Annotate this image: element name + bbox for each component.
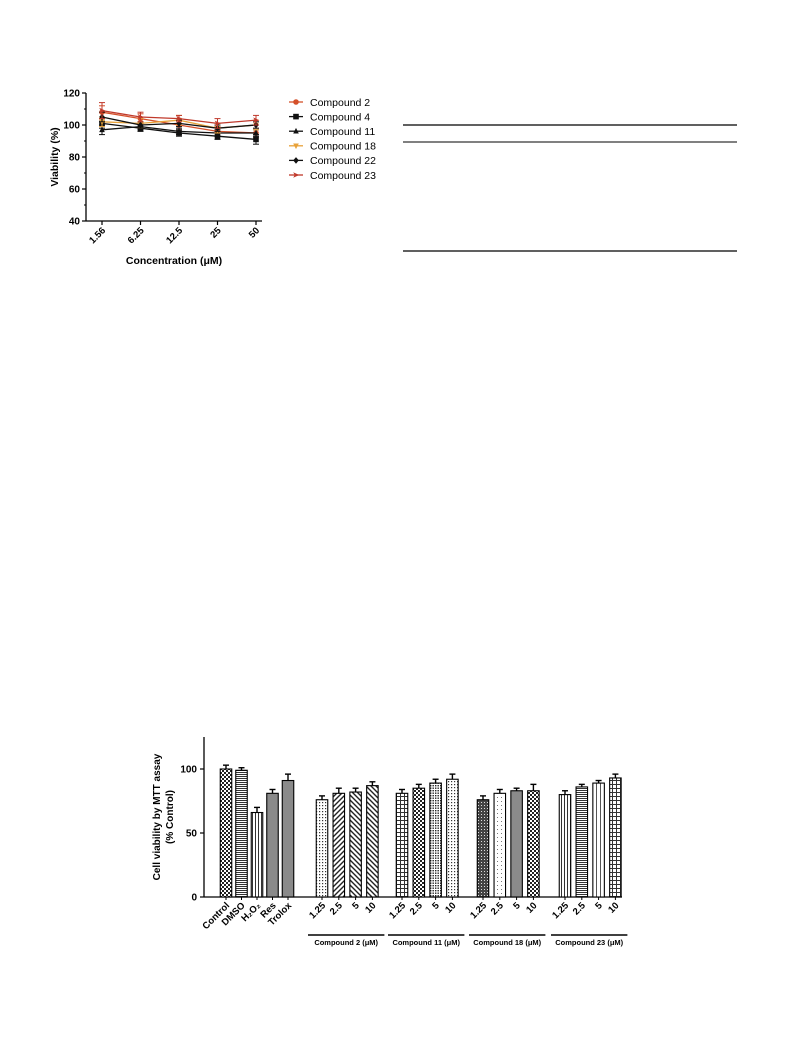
legend-label: Compound 11 [310, 126, 375, 138]
bar [510, 790, 523, 898]
marker-square [253, 136, 259, 143]
bar [592, 782, 605, 898]
marker-triangle-up [253, 129, 259, 136]
legend-entry: Compound 23 [289, 170, 376, 182]
x-tick-label: Res [259, 900, 279, 920]
group-label: Compound 18 (μM) [473, 938, 541, 947]
y-tick-label: 120 [63, 89, 80, 100]
marker-arrow [137, 114, 144, 120]
x-tick-label: 1.25 [307, 900, 328, 921]
marker-circle [293, 99, 299, 105]
marker-arrow [176, 115, 183, 122]
bar [266, 792, 279, 898]
y-axis-label: Viability (%) [49, 127, 61, 186]
x-tick-label: Control [200, 900, 232, 932]
bar [219, 768, 233, 898]
bar [235, 769, 248, 898]
marker-triangle-down [293, 143, 299, 150]
bar [527, 790, 540, 898]
x-tick-label: 10 [524, 900, 539, 915]
y-tick-label: 80 [69, 153, 81, 164]
x-tick-label: 5 [430, 900, 442, 912]
marker-triangle-up [176, 128, 182, 134]
x-tick-label: H₂O₂ [239, 900, 263, 924]
bar [575, 786, 589, 898]
x-tick-label: 2.5 [571, 900, 589, 918]
marker-diamond [137, 121, 144, 129]
x-tick-label: 2.5 [408, 900, 426, 918]
legend-entry: Compound 4 [289, 111, 370, 123]
legend-label: Compound 4 [310, 111, 370, 123]
y-axis-label: Cell viability by MTT assay [152, 753, 163, 880]
table-rules [403, 124, 737, 252]
marker-arrow [99, 107, 106, 114]
x-tick-label: 10 [363, 900, 378, 915]
x-tick-label: 10 [606, 900, 621, 915]
legend-label: Compound 2 [310, 97, 370, 109]
x-tick-label: 5 [593, 900, 605, 912]
bar [609, 777, 622, 898]
series-compound-23 [99, 102, 260, 129]
bar [412, 787, 426, 898]
bar [250, 811, 264, 898]
legend-entry: Compound 2 [289, 97, 370, 109]
marker-arrow [253, 117, 260, 123]
legend-entry: Compound 22 [289, 155, 376, 167]
marker-arrow [293, 172, 300, 178]
x-tick-label: 1.25 [550, 900, 571, 921]
x-axis-label: Concentration (μM) [126, 255, 222, 267]
x-tick-label: 1.25 [387, 900, 408, 921]
legend-label: Compound 23 [310, 170, 376, 182]
y-tick-label: 100 [180, 765, 197, 776]
x-tick-label: 5 [350, 900, 362, 912]
legend-entry: Compound 18 [289, 141, 376, 153]
bar [315, 799, 329, 898]
bar [476, 799, 490, 898]
legend-label: Compound 18 [310, 141, 376, 153]
group-label: Compound 11 (μM) [392, 938, 460, 947]
y-tick-label: 60 [69, 185, 81, 196]
group-label: Compound 2 (μM) [314, 938, 378, 947]
y-tick-label: 100 [63, 121, 80, 132]
legend-entry: Compound 11 [289, 126, 375, 138]
legend-label: Compound 22 [310, 155, 376, 167]
bar [349, 791, 362, 898]
x-tick-label: DMSO [220, 900, 248, 928]
x-tick-label: 10 [443, 900, 458, 915]
bar [395, 792, 409, 898]
x-tick-label: 2.5 [328, 900, 346, 918]
x-tick-label: Trolox [266, 900, 294, 928]
bar [493, 792, 507, 898]
y-tick-label: 50 [186, 829, 198, 840]
marker-triangle-up [293, 127, 299, 134]
bar [429, 782, 442, 898]
marker-square [293, 113, 299, 120]
marker-arrow [214, 120, 221, 127]
y-tick-label: 0 [191, 893, 197, 904]
bar [366, 785, 379, 898]
x-tick-label: 1.25 [468, 900, 489, 921]
marker-diamond [293, 157, 299, 164]
bar [558, 794, 572, 898]
bar [281, 779, 295, 898]
bar [446, 778, 459, 898]
marker-triangle-up [99, 126, 105, 133]
y-axis-label: (% Control) [165, 790, 176, 844]
group-label: Compound 23 (μM) [555, 938, 623, 947]
bar [332, 792, 346, 898]
x-tick-label: 2.5 [489, 900, 507, 918]
y-tick-label: 40 [69, 217, 81, 228]
x-tick-label: 5 [511, 900, 523, 912]
